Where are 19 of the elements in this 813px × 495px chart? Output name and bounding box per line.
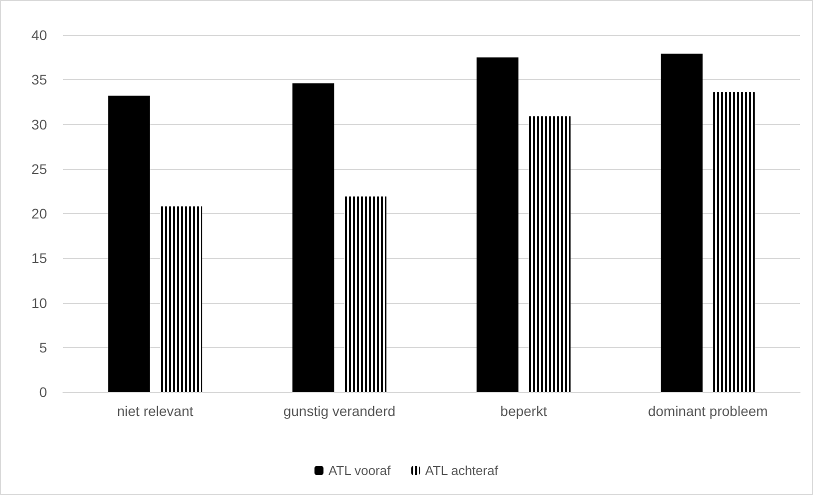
y-tick-label: 15	[31, 250, 48, 266]
bar	[476, 57, 518, 392]
bar	[660, 54, 703, 392]
legend-label: ATL achteraf	[425, 463, 498, 478]
y-tick-label: 5	[39, 339, 48, 356]
y-tick-label: 10	[31, 294, 48, 311]
y-tick-label: 20	[31, 206, 48, 222]
x-tick-label: niet relevant	[116, 403, 194, 419]
y-tick-label: 40	[31, 27, 48, 43]
y-tick-label: 0	[39, 384, 48, 400]
y-tick-label: 25	[31, 160, 48, 177]
bar	[108, 96, 150, 392]
y-tick-label: 35	[31, 72, 48, 88]
legend-label: ATL vooraf	[328, 463, 391, 478]
y-tick-label: 30	[31, 116, 48, 132]
x-tick-label: gunstig veranderd	[283, 403, 396, 419]
x-tick-label: beperkt	[500, 403, 548, 419]
bar	[292, 83, 334, 392]
x-tick-label: dominant probleem	[648, 403, 768, 419]
